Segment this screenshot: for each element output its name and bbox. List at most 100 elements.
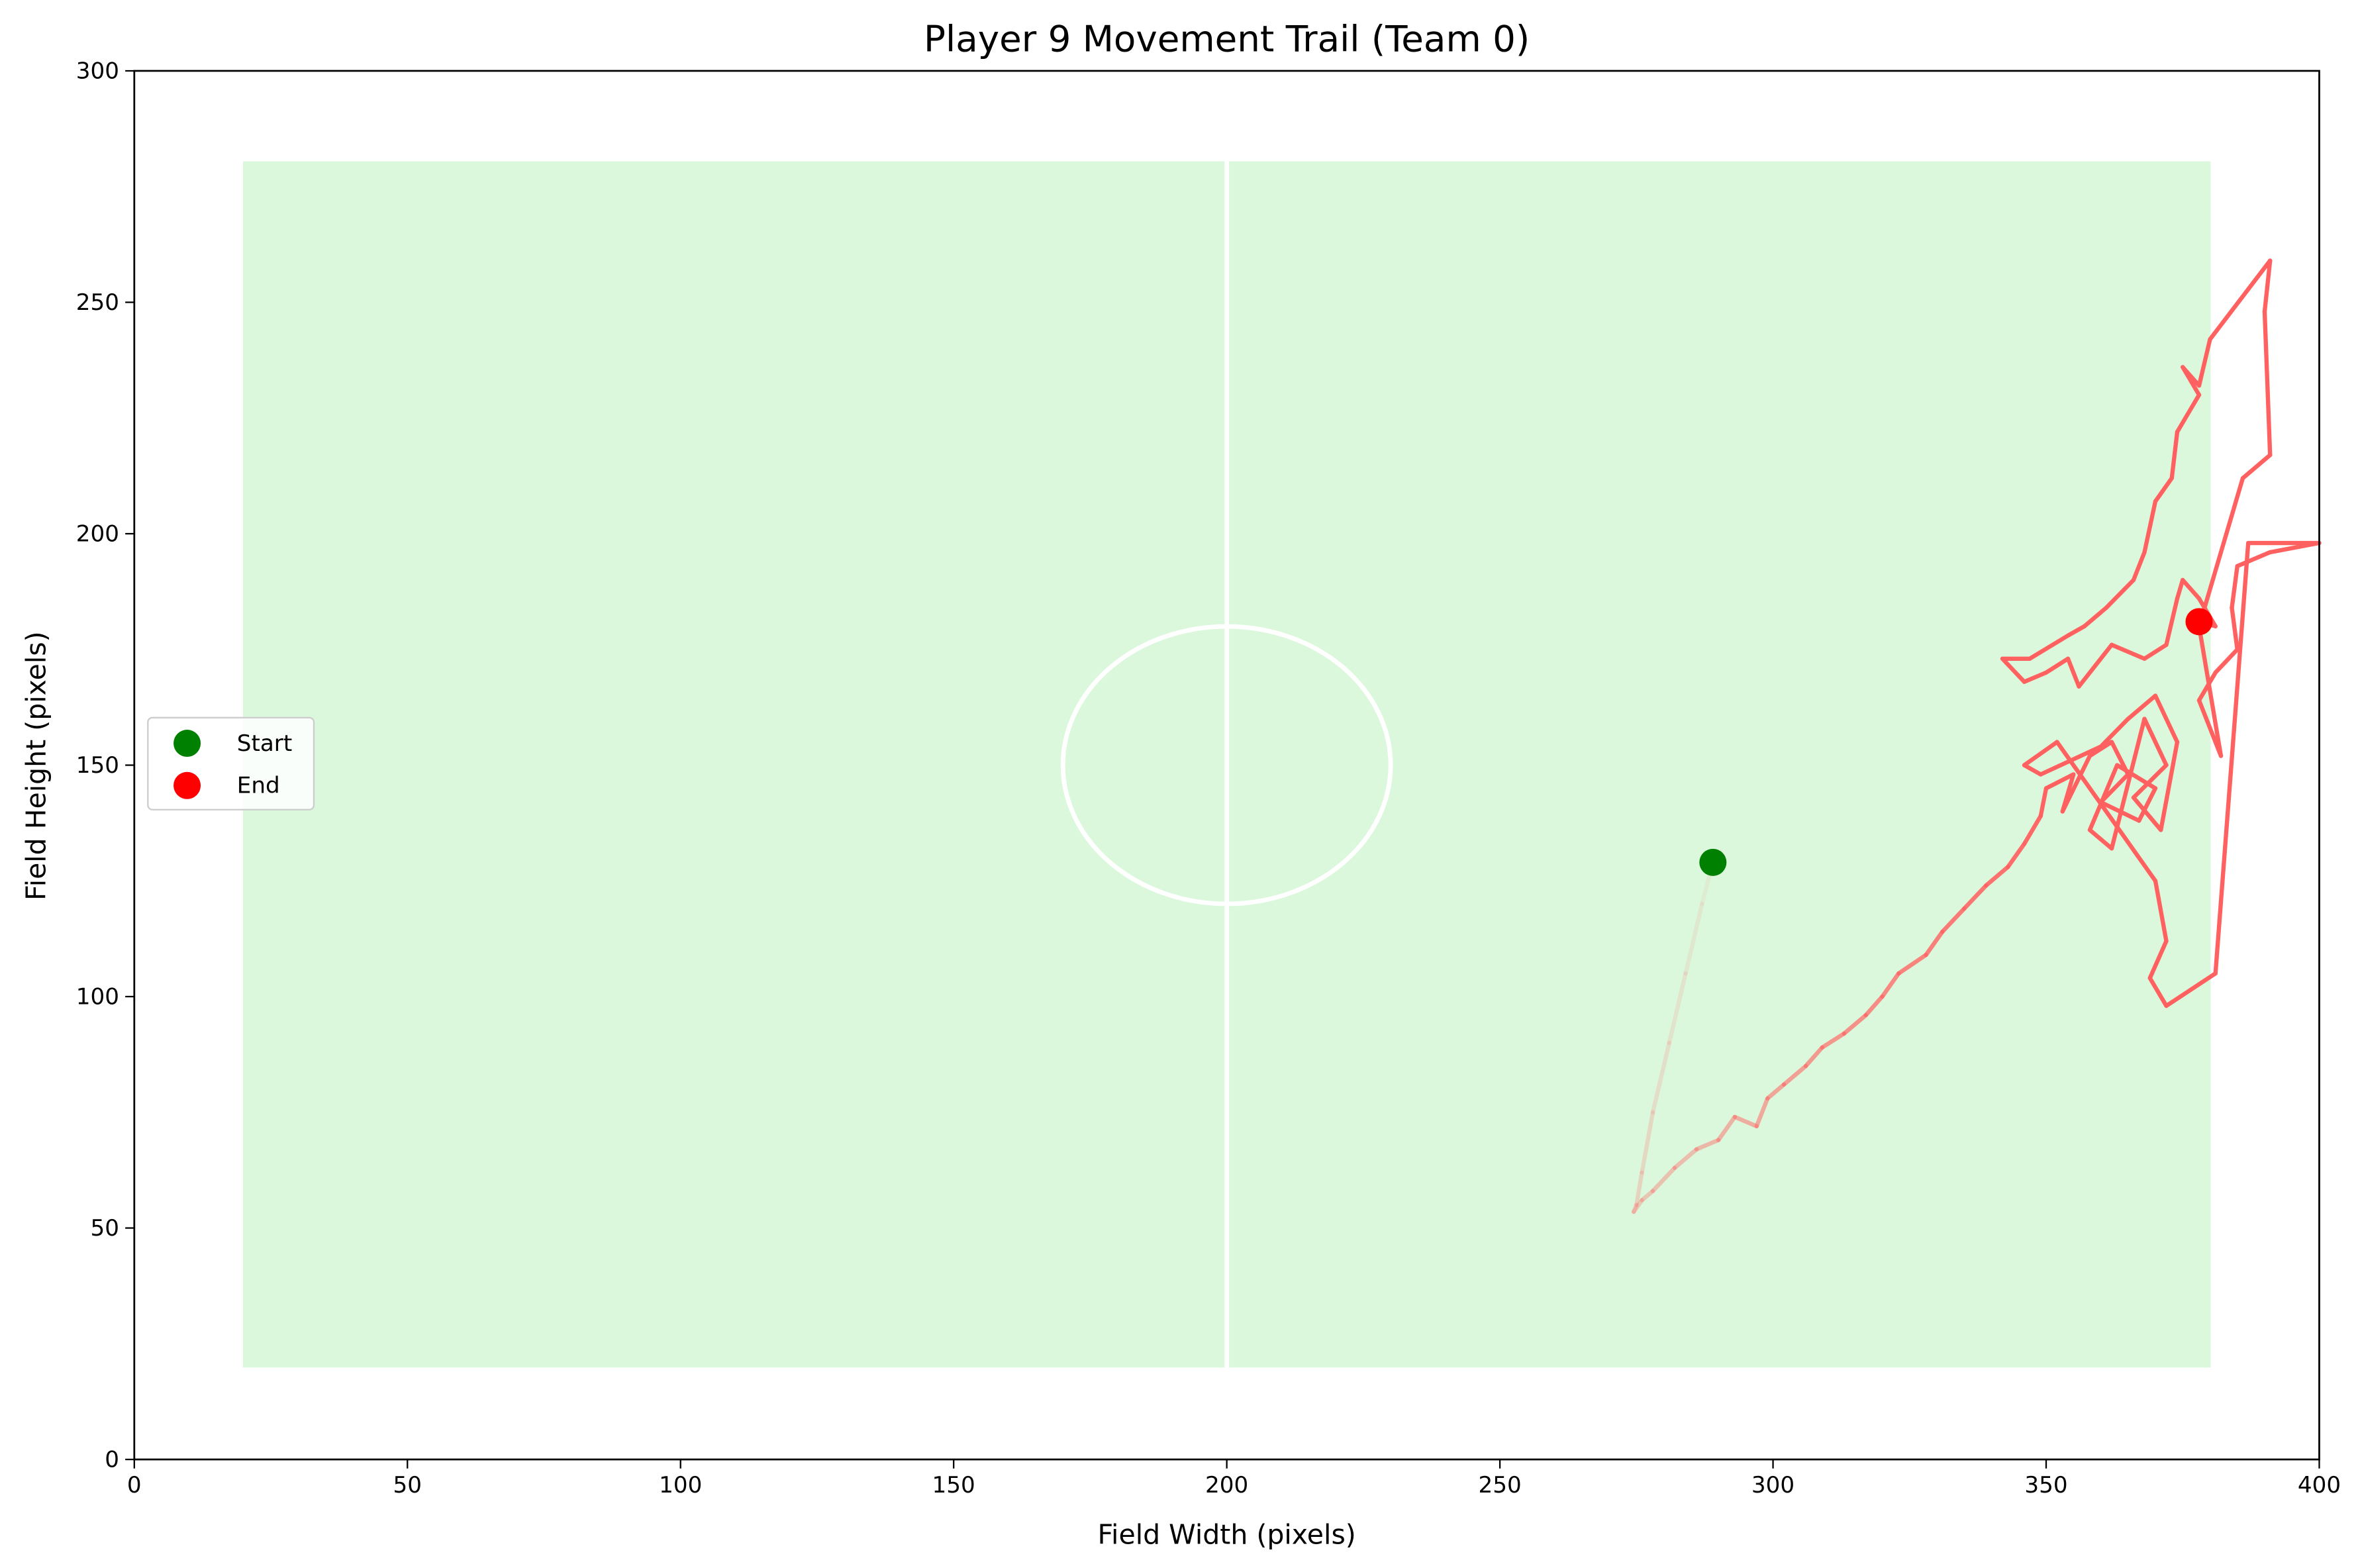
trail-segment: [2028, 633, 2071, 661]
legend-label: End: [237, 773, 280, 799]
trail-segment: [1640, 1189, 1655, 1202]
trail-segment: [1940, 906, 1967, 934]
trail-segment: [2196, 624, 2224, 758]
trail-segment: [1672, 1147, 1699, 1170]
y-tick-label: 100: [76, 983, 119, 1010]
trail-segment: [2213, 540, 2251, 976]
legend-label: Start: [237, 730, 292, 757]
trail-segment: [2147, 938, 2169, 981]
trail-segment: [1716, 1114, 1738, 1142]
trail-segment: [2087, 763, 2120, 832]
trail-segment: [2000, 656, 2027, 684]
trail-segment: [2159, 740, 2180, 832]
legend: Start End: [147, 716, 315, 810]
trail-segment: [2077, 642, 2114, 689]
trail-segment: [1634, 1170, 1644, 1207]
trail-segment: [1650, 1040, 1672, 1114]
trail-segment: [2169, 430, 2180, 481]
trail-segment: [1820, 1031, 1846, 1050]
trail-segment: [2181, 577, 2202, 601]
trail-segment: [1632, 1198, 1644, 1214]
y-tick-label: 200: [76, 520, 119, 547]
trail-segment: [1842, 1012, 1868, 1036]
trail-segment: [2065, 624, 2087, 638]
trail-segment: [1650, 1165, 1677, 1193]
trail-segment: [1924, 929, 1945, 957]
trail-segment: [2131, 550, 2147, 583]
trail-segment: [2213, 647, 2239, 675]
trail-segment: [1863, 994, 1885, 1018]
trail-segment: [1694, 1138, 1721, 1152]
trail-segment: [2022, 670, 2049, 684]
trail-segment: [2262, 309, 2273, 458]
trail-segment: [1754, 1096, 1770, 1128]
trail-segment: [2268, 540, 2322, 555]
x-tick-label: 50: [393, 1472, 422, 1498]
y-axis-label: Field Height (pixels): [20, 631, 52, 900]
trail-segment: [2142, 642, 2169, 661]
trail-segment: [2230, 605, 2239, 652]
legend-marker: [173, 730, 201, 758]
field: [242, 161, 2211, 1368]
legend-marker: [173, 771, 201, 799]
trail-segment: [2022, 814, 2043, 846]
trail-segment: [2131, 795, 2163, 832]
trail-segment: [2196, 337, 2212, 388]
trail-segment: [2164, 596, 2180, 647]
trail-segment: [2087, 828, 2114, 851]
x-tick-label: 100: [659, 1472, 702, 1498]
trail-segment: [2104, 577, 2136, 611]
trail-segment: [2230, 564, 2239, 611]
x-tick-label: 0: [127, 1472, 142, 1498]
trail-segment: [2175, 393, 2202, 434]
trail-segment: [2060, 754, 2092, 814]
chart-title: Player 9 Movement Trail (Team 0): [924, 17, 1530, 60]
trail-segment: [2006, 842, 2027, 869]
trail-segment: [2126, 693, 2158, 721]
marker-0: [1699, 848, 1727, 876]
trail-segment: [2262, 258, 2273, 314]
trail-segment: [1640, 1110, 1655, 1175]
trail-segment: [2147, 975, 2163, 999]
center-circle: [1060, 624, 1393, 906]
trail-segment: [2065, 656, 2081, 689]
x-tick-label: 400: [2298, 1472, 2341, 1498]
trail-segment: [2153, 879, 2169, 944]
y-tick-label: 150: [76, 752, 119, 779]
trail-segment: [2043, 772, 2076, 791]
x-tick-label: 200: [1205, 1472, 1248, 1498]
trail-segment: [1962, 883, 1989, 911]
trail-segment: [2137, 786, 2158, 823]
trail-segment: [1765, 1082, 1787, 1101]
trail-segment: [2208, 258, 2273, 342]
trail-segment: [2153, 475, 2174, 504]
trail-segment: [1896, 952, 1928, 976]
x-axis-label: Field Width (pixels): [1097, 1519, 1355, 1551]
x-tick-label: 150: [932, 1472, 975, 1498]
trail-segment: [2098, 716, 2130, 749]
x-tick-label: 300: [1751, 1472, 1795, 1498]
x-tick-label: 350: [2024, 1472, 2067, 1498]
y-tick-label: 50: [91, 1215, 119, 1242]
trail-segment: [2043, 656, 2071, 675]
trail-segment: [2235, 550, 2273, 569]
marker-1: [2185, 608, 2213, 636]
trail-segment: [1781, 1063, 1808, 1087]
trail-segment: [1803, 1045, 1824, 1069]
trail-segment: [2164, 971, 2218, 1008]
trail-segment: [2224, 475, 2245, 536]
trail-segment: [2082, 605, 2108, 629]
trail-segment: [1683, 902, 1704, 976]
trail-segment: [2022, 763, 2043, 777]
x-tick-label: 250: [1478, 1472, 1521, 1498]
trail-segment: [2055, 740, 2158, 883]
y-tick-label: 250: [76, 289, 119, 316]
y-tick-label: 0: [105, 1446, 119, 1473]
trail-segment: [2109, 642, 2147, 661]
y-tick-label: 300: [76, 58, 119, 84]
trail-segment: [2240, 453, 2273, 481]
trail-segment: [2142, 499, 2158, 555]
trail-segment: [2131, 763, 2169, 800]
